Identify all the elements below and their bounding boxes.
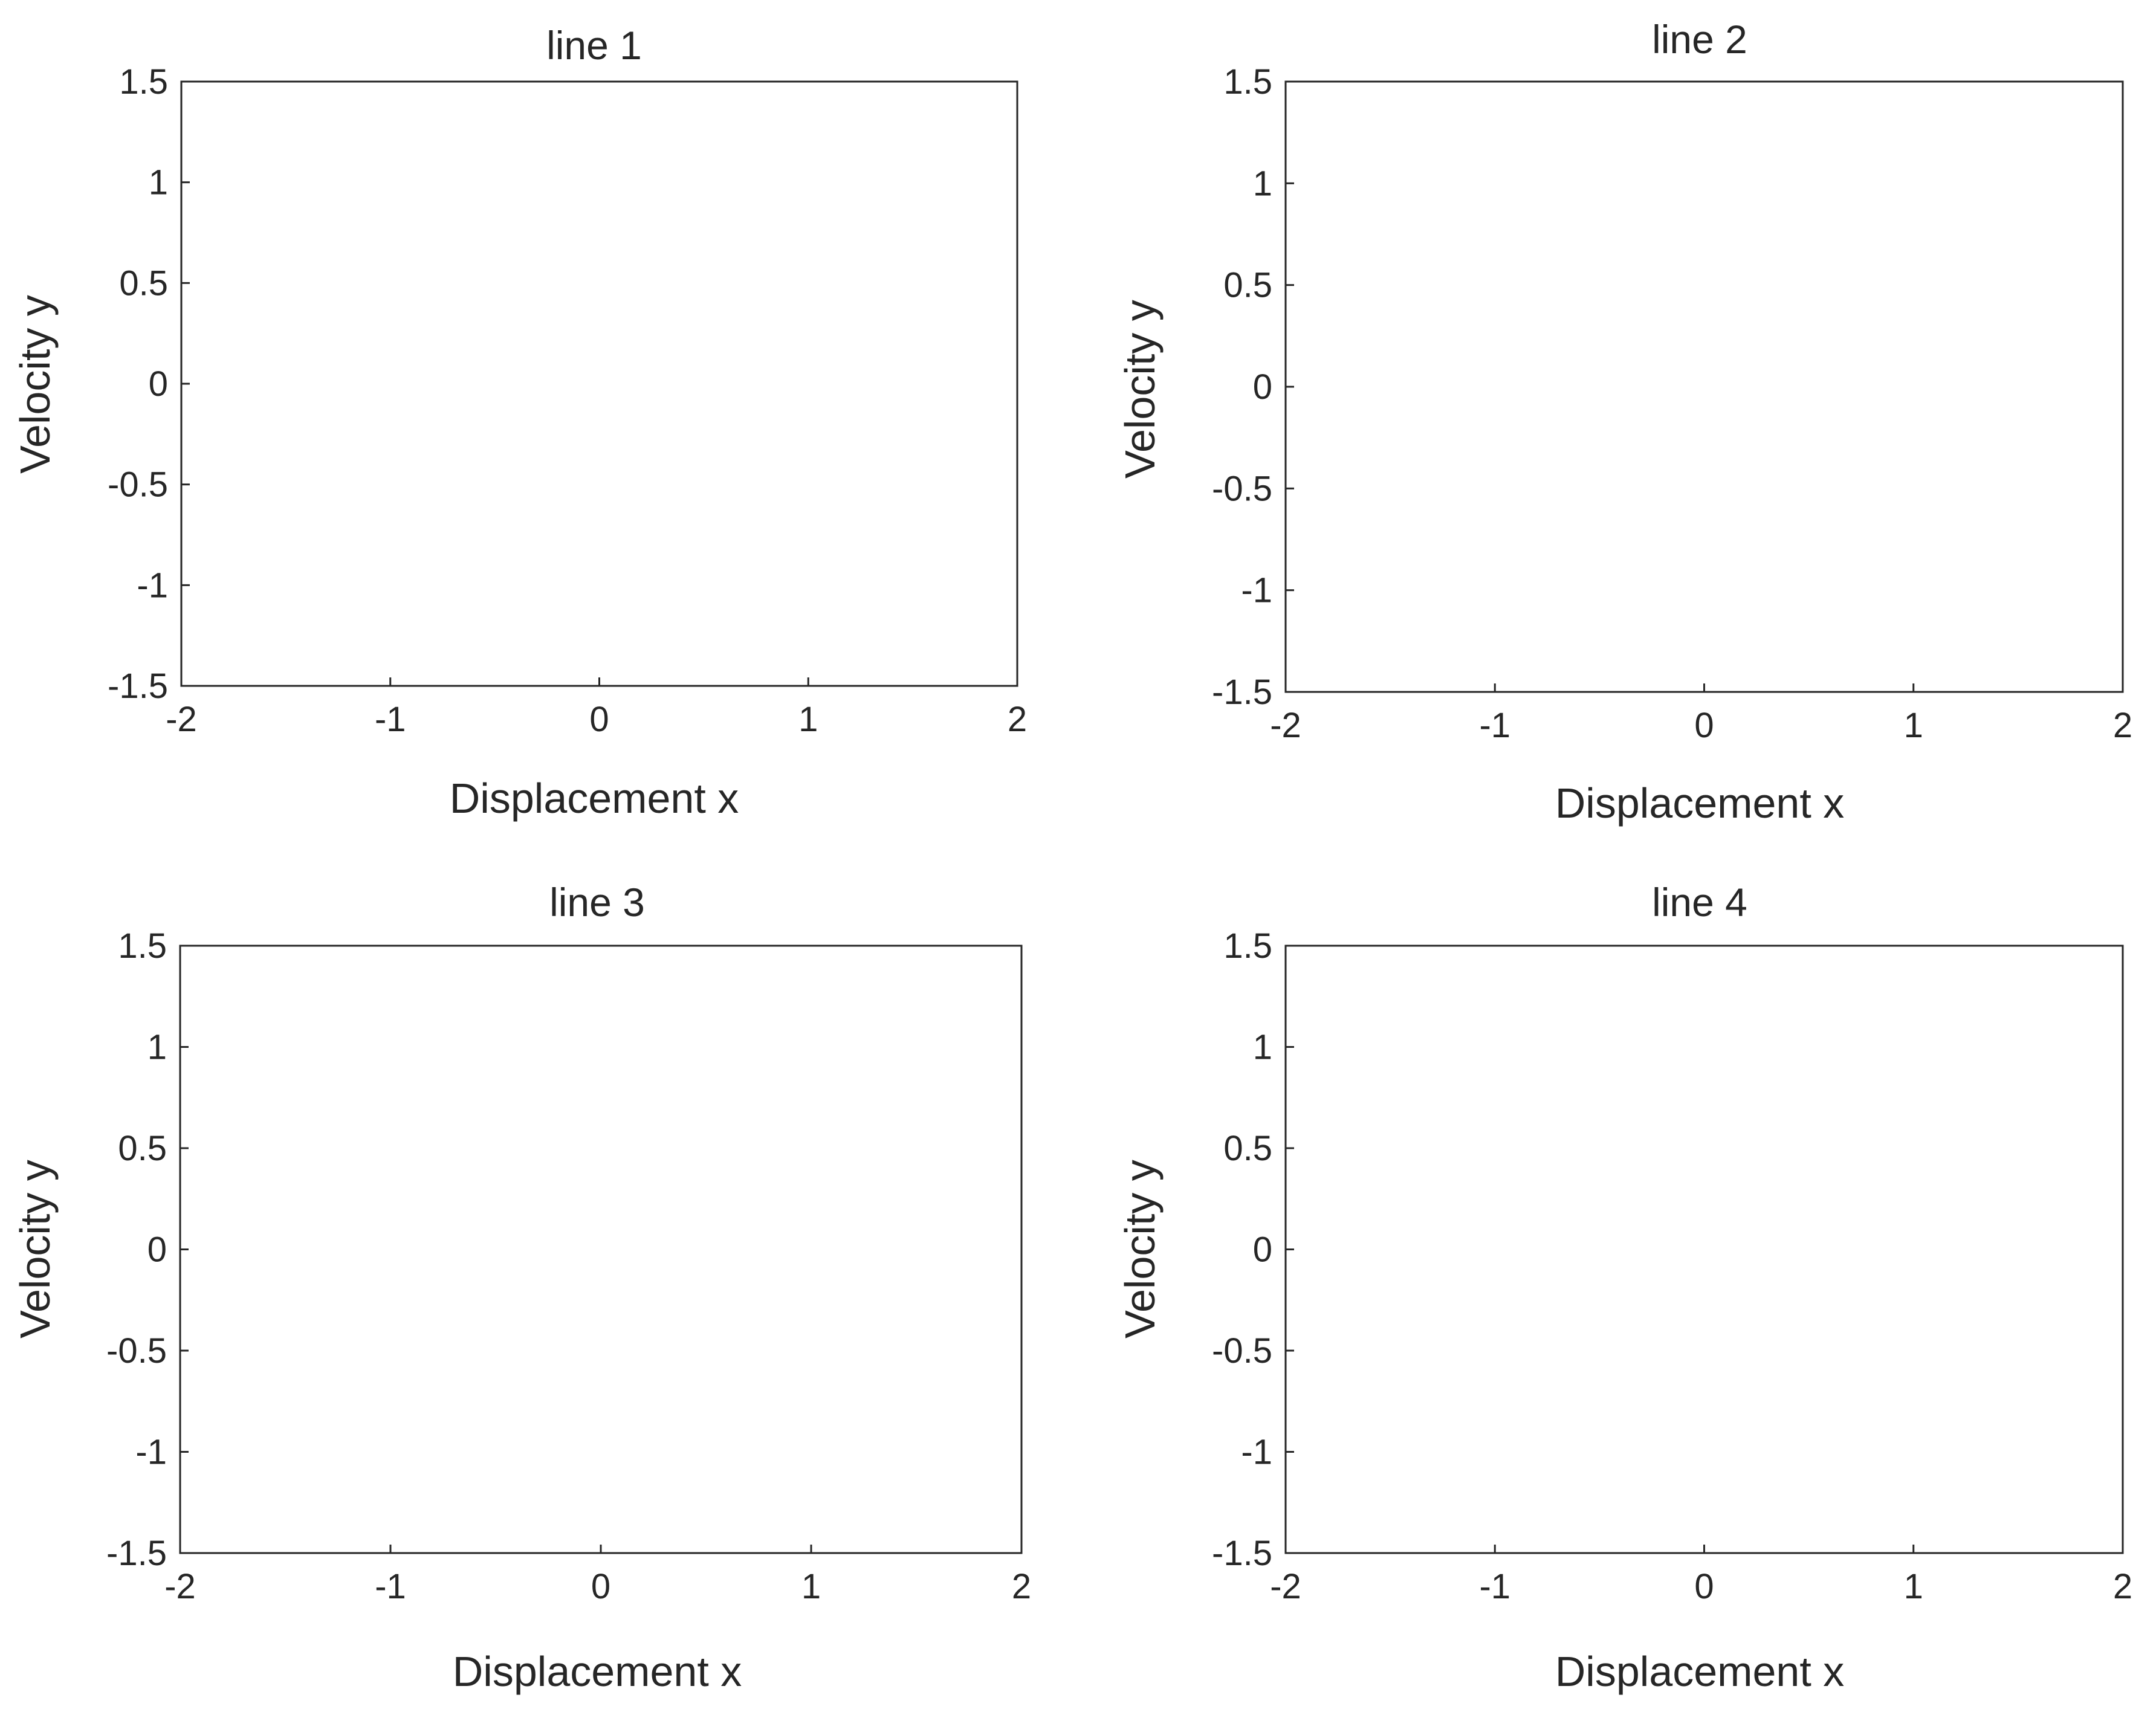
x-tick-label: -1	[1479, 706, 1510, 745]
x-tick-label: -1	[375, 700, 406, 739]
y-tick-label: -1.5	[106, 1534, 167, 1573]
y-tick-label: 1	[149, 163, 168, 202]
y-tick-label: 0.5	[1223, 266, 1272, 305]
y-tick-label: 0.5	[1223, 1129, 1272, 1168]
x-tick-label: 1	[1904, 706, 1923, 745]
x-tick-label: 0	[1694, 706, 1714, 745]
x-tick-label: 1	[801, 1567, 821, 1606]
x-axis-label: Displacement x	[1555, 780, 1845, 827]
x-tick-label: -2	[166, 700, 197, 739]
y-axis-label: Velocity y	[11, 295, 59, 474]
y-tick-label: 1	[1253, 1028, 1272, 1067]
y-tick-label: 1	[1253, 164, 1272, 203]
y-tick-label: 0	[149, 364, 168, 404]
y-tick-label: -1	[1241, 571, 1272, 610]
x-tick-label: 0	[1694, 1567, 1714, 1606]
subplot-title: line 1	[546, 23, 642, 68]
y-tick-label: -1.5	[1212, 673, 1272, 712]
x-tick-label: 2	[2113, 1567, 2132, 1606]
subplot-title: line 4	[1652, 880, 1747, 925]
y-tick-label: 0	[1253, 367, 1272, 407]
y-axis-label: Velocity y	[1116, 300, 1164, 479]
x-tick-label: 0	[591, 1567, 610, 1606]
x-tick-label: -2	[164, 1567, 196, 1606]
subplot-title: line 3	[549, 880, 645, 925]
y-tick-label: -0.5	[108, 465, 168, 505]
y-tick-label: -0.5	[1212, 1331, 1272, 1371]
y-tick-label: -1.5	[1212, 1534, 1272, 1573]
y-tick-label: -1	[137, 566, 168, 605]
y-tick-label: -0.5	[1212, 469, 1272, 508]
x-tick-label: 2	[1012, 1567, 1031, 1606]
axes-box	[1284, 945, 2124, 1554]
subplot-title: line 2	[1652, 17, 1747, 62]
y-axis-label: Velocity y	[11, 1160, 59, 1339]
y-tick-label: -1	[135, 1433, 167, 1472]
x-axis-label: Displacement x	[450, 775, 739, 822]
subplot-line-2: line 2 Displacement x Velocity y -2 -1 0 1 2…	[1116, 17, 2132, 827]
axes-box	[180, 80, 1018, 687]
y-tick-label: 0.5	[118, 1129, 167, 1168]
y-tick-label: -0.5	[106, 1331, 167, 1371]
x-tick-label: -1	[375, 1567, 406, 1606]
axes-box	[179, 945, 1023, 1554]
y-axis-label: Velocity y	[1116, 1160, 1164, 1339]
x-tick-label: 0	[589, 700, 609, 739]
y-tick-label: -1.5	[108, 667, 168, 706]
y-tick-label: 0	[1253, 1230, 1272, 1270]
x-tick-label: -2	[1270, 706, 1301, 745]
x-tick-label: 2	[2113, 706, 2132, 745]
x-tick-label: -1	[1479, 1567, 1510, 1606]
x-tick-label: 1	[798, 700, 818, 739]
x-tick-label: 1	[1904, 1567, 1923, 1606]
y-tick-label: 1.5	[118, 926, 167, 966]
y-tick-label: 1.5	[1223, 62, 1272, 102]
y-tick-label: 1	[147, 1028, 167, 1067]
x-tick-label: -2	[1270, 1567, 1301, 1606]
y-tick-label: 0	[147, 1230, 167, 1270]
y-tick-label: 0.5	[119, 263, 168, 303]
subplot-line-1: line 1 Displacement x Velocity y -2 -1 0 1 2…	[11, 23, 1027, 822]
x-tick-label: 2	[1008, 700, 1027, 739]
subplot-line-4: line 4 Displacement x Velocity y -2 -1 0 1 2…	[1116, 880, 2132, 1695]
y-tick-label: 1.5	[119, 62, 168, 102]
x-axis-label: Displacement x	[453, 1648, 742, 1695]
axes-box	[1284, 80, 2124, 693]
y-tick-label: -1	[1241, 1433, 1272, 1472]
subplot-line-3: line 3 Displacement x Velocity y -2 -1 0 1 2…	[11, 880, 1031, 1695]
y-tick-label: 1.5	[1223, 926, 1272, 966]
x-axis-label: Displacement x	[1555, 1648, 1845, 1695]
